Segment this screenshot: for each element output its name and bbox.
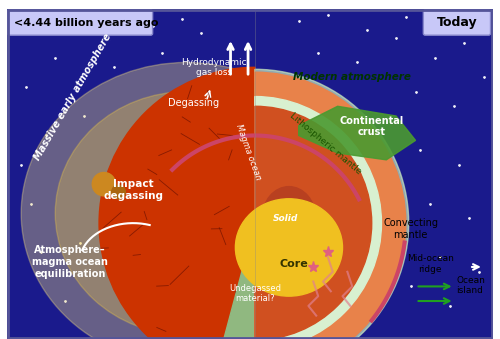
Text: Today: Today: [437, 16, 478, 29]
Wedge shape: [255, 72, 406, 339]
Wedge shape: [255, 97, 382, 339]
Text: Solid: Solid: [274, 214, 298, 223]
Ellipse shape: [262, 186, 316, 250]
Circle shape: [92, 173, 116, 196]
Text: Magma ocean: Magma ocean: [234, 123, 262, 181]
Ellipse shape: [21, 62, 352, 339]
FancyBboxPatch shape: [8, 10, 152, 35]
Text: Hydrodynamic
gas loss: Hydrodynamic gas loss: [181, 58, 247, 77]
Wedge shape: [228, 69, 408, 339]
Wedge shape: [255, 106, 372, 339]
Text: Massive early atmosphere: Massive early atmosphere: [32, 32, 114, 162]
Text: Atmosphere–
magma ocean
equilibration: Atmosphere– magma ocean equilibration: [32, 245, 108, 279]
Text: Convecting
mantle: Convecting mantle: [383, 218, 438, 240]
Text: Mid-ocean
ridge: Mid-ocean ridge: [406, 254, 454, 274]
Wedge shape: [218, 82, 396, 339]
Text: Degassing: Degassing: [168, 98, 219, 108]
Polygon shape: [298, 106, 416, 160]
Text: Lithospheric mantle: Lithospheric mantle: [288, 112, 364, 176]
Text: <4.44 billion years ago: <4.44 billion years ago: [14, 18, 159, 27]
Circle shape: [112, 185, 126, 199]
Text: Impact
degassing: Impact degassing: [103, 179, 163, 201]
Text: Core: Core: [280, 259, 308, 269]
Text: Ocean
island: Ocean island: [456, 276, 486, 295]
Text: Continental
crust: Continental crust: [340, 116, 404, 138]
FancyBboxPatch shape: [424, 10, 490, 35]
Ellipse shape: [236, 199, 343, 296]
Text: Modern atmosphere: Modern atmosphere: [294, 72, 411, 82]
Wedge shape: [99, 67, 255, 339]
Ellipse shape: [56, 92, 318, 335]
Text: Undegassed
material?: Undegassed material?: [229, 284, 281, 303]
